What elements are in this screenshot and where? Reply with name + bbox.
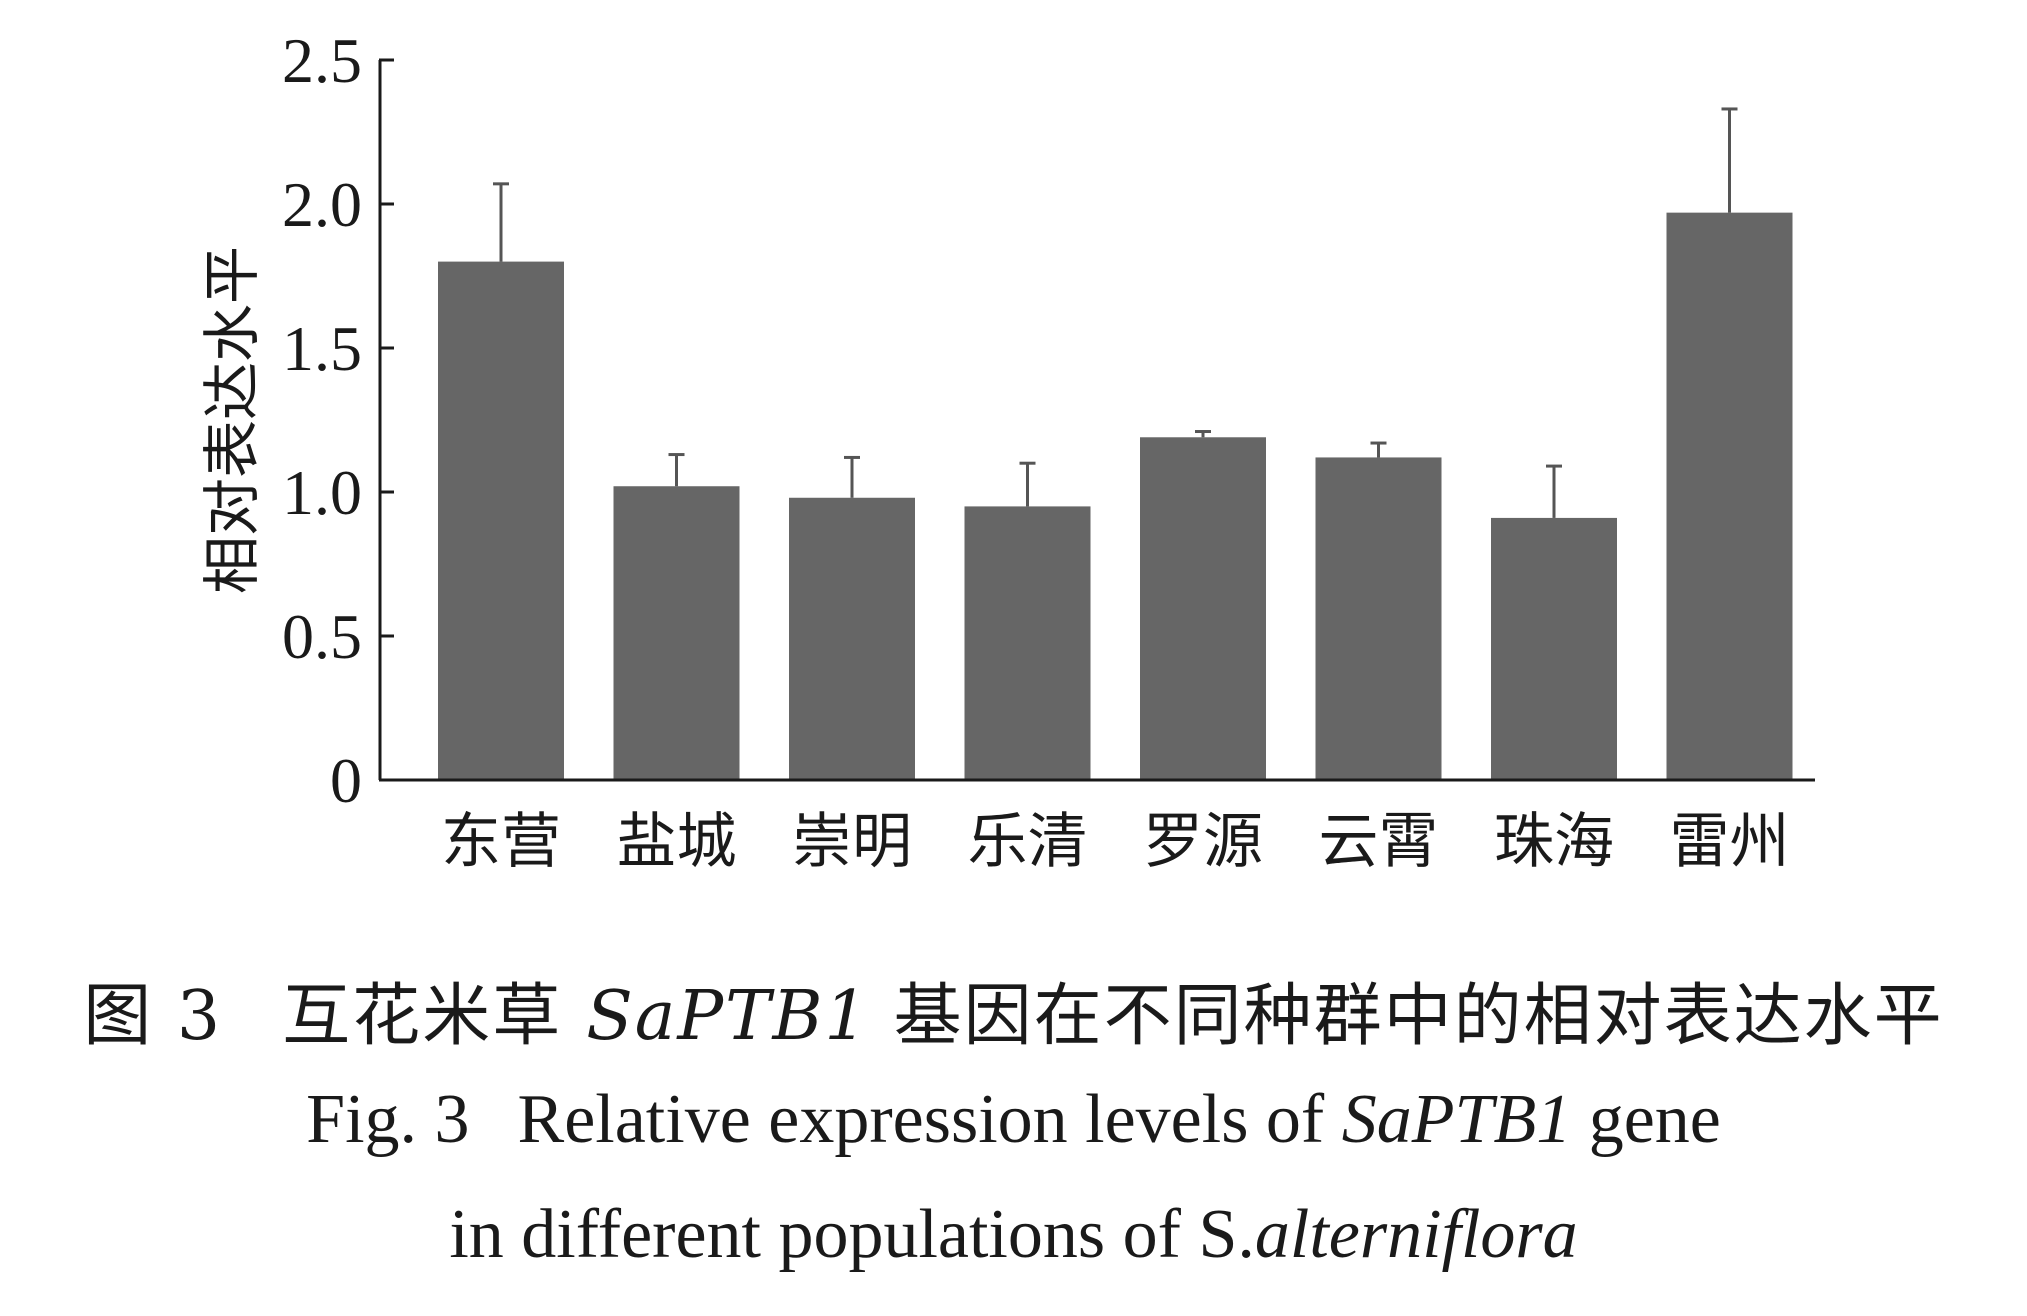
x-tick-label-5: 罗源 bbox=[1143, 807, 1263, 877]
y-axis-title: 相对表达水平 bbox=[198, 246, 266, 594]
bar-4 bbox=[964, 506, 1091, 780]
caption-chinese: 图 3 互花米草 SaPTB1 基因在不同种群中的相对表达水平 bbox=[0, 960, 2027, 1059]
x-tick-label-7: 珠海 bbox=[1494, 807, 1614, 877]
bar-1 bbox=[438, 261, 564, 781]
bar-chart: 相对表达水平 0 0.5 1.0 1.5 2.0 2.5 东营 盐城 崇明 乐清 罗源 云霄 珠海 雷州 bbox=[198, 25, 1815, 877]
bar-8 bbox=[1666, 212, 1793, 780]
caption-en-text-c: in different populations of bbox=[449, 1196, 1181, 1273]
y-tick-label-6: 2.5 bbox=[282, 25, 362, 96]
y-tick-label-5: 2.0 bbox=[282, 169, 362, 240]
axes-group bbox=[378, 60, 1815, 782]
caption-en-gene: SaPTB1 bbox=[1341, 1081, 1572, 1158]
error-bars-group bbox=[493, 107, 1738, 518]
x-tick-label-6: 云霄 bbox=[1319, 807, 1439, 877]
caption-cn-gene: SaPTB1 bbox=[586, 977, 870, 1056]
caption-en-genus: S. bbox=[1198, 1196, 1255, 1273]
caption-cn-text-a: 互花米草 bbox=[282, 977, 563, 1056]
caption-cn-prefix: 图 3 bbox=[83, 977, 223, 1056]
x-tick-label-1: 东营 bbox=[441, 807, 561, 877]
y-tick-label-2: 0.5 bbox=[282, 601, 362, 672]
y-tick-label-3: 1.0 bbox=[282, 457, 362, 528]
y-ticks-group: 0 0.5 1.0 1.5 2.0 2.5 bbox=[282, 25, 394, 816]
bars-group bbox=[438, 212, 1793, 781]
bar-2 bbox=[613, 486, 740, 780]
caption-en-prefix: Fig. 3 bbox=[306, 1081, 470, 1158]
caption-english-line2: in different populations of S.alterniflo… bbox=[0, 1195, 2027, 1275]
x-tick-label-8: 雷州 bbox=[1670, 807, 1790, 877]
bar-6 bbox=[1315, 457, 1442, 780]
y-tick-label-1: 0 bbox=[330, 745, 362, 816]
caption-cn-text-b: 基因在不同种群中的相对表达水平 bbox=[893, 977, 1944, 1056]
x-tick-label-3: 崇明 bbox=[792, 807, 912, 877]
x-labels-group: 东营 盐城 崇明 乐清 罗源 云霄 珠海 雷州 bbox=[441, 807, 1790, 877]
caption-en-text-b: gene bbox=[1588, 1081, 1721, 1158]
caption-english-line1: Fig. 3 Relative expression levels of SaPT… bbox=[0, 1080, 2027, 1160]
bar-3 bbox=[789, 497, 915, 780]
x-tick-label-2: 盐城 bbox=[617, 807, 737, 877]
y-tick-label-4: 1.5 bbox=[282, 313, 362, 384]
caption-en-text-a: Relative expression levels of bbox=[517, 1081, 1325, 1158]
y-axis-label: 相对表达水平 bbox=[198, 246, 266, 594]
bar-5 bbox=[1140, 437, 1266, 780]
x-tick-label-4: 乐清 bbox=[968, 807, 1088, 877]
bar-7 bbox=[1491, 517, 1617, 780]
caption-en-species: alterniflora bbox=[1254, 1196, 1578, 1273]
